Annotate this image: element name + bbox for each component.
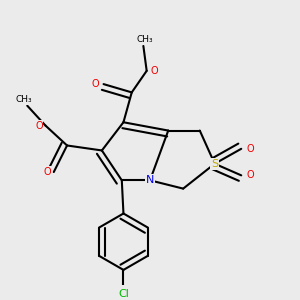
Text: Cl: Cl bbox=[118, 289, 129, 299]
Text: N: N bbox=[146, 175, 154, 185]
Text: CH₃: CH₃ bbox=[16, 95, 32, 104]
Text: O: O bbox=[247, 144, 254, 154]
Text: O: O bbox=[92, 79, 99, 89]
Text: O: O bbox=[43, 167, 51, 177]
Text: O: O bbox=[150, 66, 158, 76]
Text: O: O bbox=[35, 121, 43, 130]
Text: O: O bbox=[247, 170, 254, 180]
Text: CH₃: CH₃ bbox=[137, 35, 153, 44]
Text: S: S bbox=[211, 159, 218, 169]
